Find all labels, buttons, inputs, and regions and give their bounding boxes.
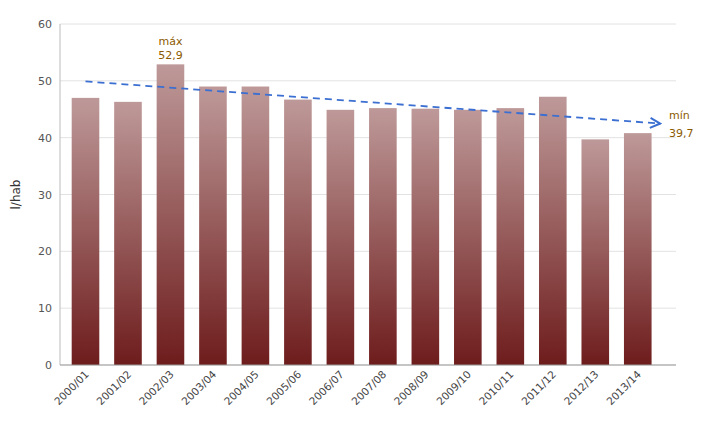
x-tick-label: 2012/13 <box>561 368 600 407</box>
x-tick-label: 2011/12 <box>519 368 558 407</box>
x-tick-label: 2004/05 <box>222 368 261 407</box>
bar <box>369 108 397 365</box>
annotation-value: 39,7 <box>669 127 694 140</box>
bar <box>539 97 567 365</box>
y-tick-label: 50 <box>38 75 52 88</box>
annotation-value: 52,9 <box>158 49 183 62</box>
grid-line <box>60 24 676 25</box>
x-tick-label: 2000/01 <box>52 368 91 407</box>
bar <box>114 102 142 365</box>
bar <box>581 139 609 365</box>
grid <box>60 24 676 365</box>
bar <box>72 98 100 365</box>
y-axis-line <box>60 24 61 365</box>
y-tick-label: 60 <box>38 18 52 31</box>
chart: 0102030405060l/hab2000/012001/022002/032… <box>0 0 726 429</box>
x-tick-label: 2013/14 <box>604 368 644 408</box>
y-tick-label: 10 <box>38 302 52 315</box>
bar <box>199 87 227 365</box>
bar <box>327 110 355 365</box>
x-tick-label: 2009/10 <box>434 368 473 407</box>
x-tick-label: 2010/11 <box>476 368 515 407</box>
grid-line <box>60 80 676 81</box>
y-axis-label: l/hab <box>9 180 23 210</box>
plot-area <box>72 64 659 365</box>
y-tick-label: 40 <box>38 132 52 145</box>
trend-line <box>85 81 659 123</box>
annotation-text: máx <box>158 35 182 48</box>
bar <box>284 100 312 365</box>
y-tick-label: 0 <box>45 359 52 372</box>
x-tick-label: 2001/02 <box>94 368 133 407</box>
bar <box>412 109 440 365</box>
bar <box>454 110 482 365</box>
x-tick-label: 2007/08 <box>349 368 388 407</box>
y-tick-label: 20 <box>38 245 52 258</box>
x-tick-label: 2006/07 <box>306 368 345 407</box>
annotation-text: mín <box>669 109 690 122</box>
y-tick-label: 30 <box>38 189 52 202</box>
x-tick-label: 2005/06 <box>264 368 304 408</box>
grid-line <box>60 137 676 138</box>
x-tick-label: 2008/09 <box>391 368 430 407</box>
bar <box>497 108 525 365</box>
x-tick-label: 2002/03 <box>137 368 176 407</box>
bar <box>157 64 185 365</box>
grid-line <box>60 365 676 366</box>
bar <box>624 133 652 365</box>
x-tick-label: 2003/04 <box>179 368 219 408</box>
x-axis-line <box>60 365 676 366</box>
bar <box>242 87 270 365</box>
